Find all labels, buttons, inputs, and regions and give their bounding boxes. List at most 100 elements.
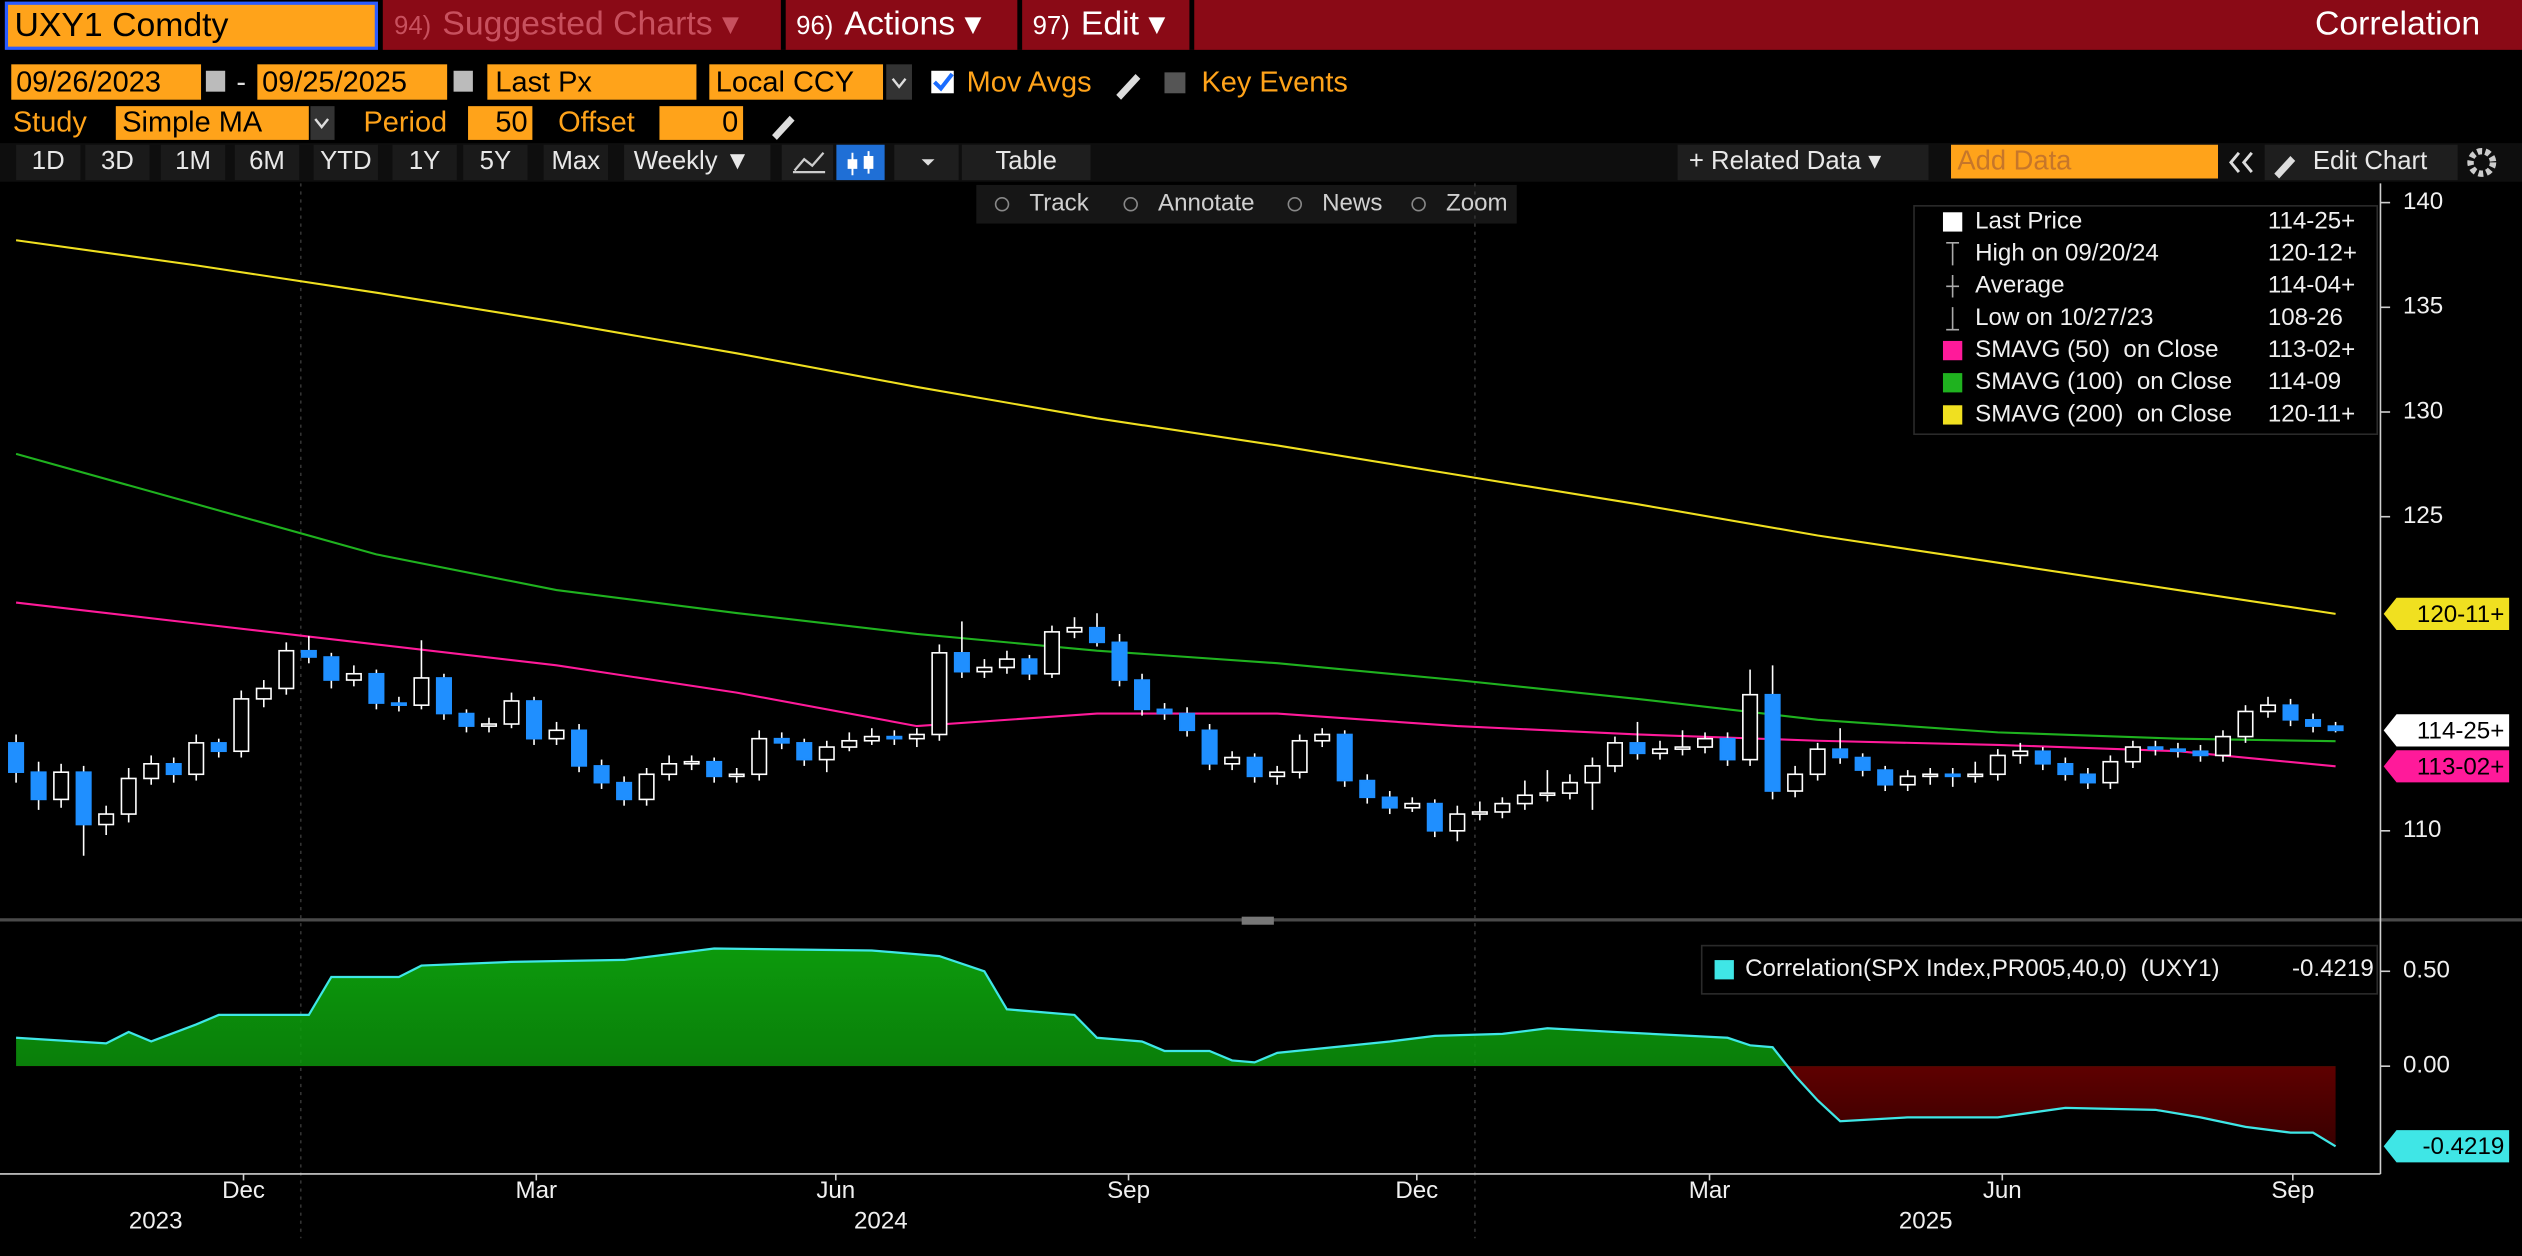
menu-number[interactable]: 97) xyxy=(1033,12,1070,40)
menu-item[interactable]: Suggested Charts ▾ xyxy=(442,5,739,43)
range-label[interactable]: 5Y xyxy=(480,147,511,175)
range-button[interactable] xyxy=(543,144,608,181)
value-tag xyxy=(2383,1130,2510,1163)
checkbox[interactable] xyxy=(1164,72,1186,94)
end-date-box[interactable] xyxy=(257,64,448,100)
value-tag xyxy=(2383,750,2510,783)
frequency-button[interactable] xyxy=(624,144,771,181)
candle-body xyxy=(976,666,993,673)
range-button[interactable] xyxy=(463,144,528,181)
range-label[interactable]: 6M xyxy=(249,147,285,175)
dropdown-button[interactable] xyxy=(886,64,912,100)
chart-tool[interactable]: News xyxy=(1322,190,1382,217)
collapse-icon[interactable] xyxy=(2228,151,2253,174)
menu-number[interactable]: 94) xyxy=(394,12,431,40)
pencil-icon[interactable] xyxy=(1116,73,1141,100)
candle-body xyxy=(661,763,678,776)
study-box[interactable] xyxy=(115,106,309,140)
y-tick-label: 135 xyxy=(2403,293,2443,320)
range-button[interactable] xyxy=(160,144,226,181)
candle-body xyxy=(503,700,520,725)
candle-body xyxy=(1426,802,1443,832)
candle-body xyxy=(2102,760,2119,784)
candle-body xyxy=(1088,626,1106,644)
value-tag-label: -0.4219 xyxy=(2423,1133,2505,1160)
candle-body xyxy=(390,702,407,706)
range-label[interactable]: YTD xyxy=(320,147,371,175)
key-events[interactable]: Key Events xyxy=(1201,66,1347,98)
candle-body xyxy=(300,649,317,658)
panel-resize-handle[interactable] xyxy=(1241,916,1274,925)
candle-icon xyxy=(847,159,858,169)
menu-item[interactable]: Edit ▾ xyxy=(1081,5,1166,43)
start-date[interactable]: 09/26/2023 xyxy=(16,66,161,98)
related-data[interactable]: + Related Data ▾ xyxy=(1689,147,1881,175)
offset-box[interactable] xyxy=(659,106,744,140)
range-label[interactable]: 1Y xyxy=(409,147,440,175)
range-button[interactable] xyxy=(313,144,378,181)
candle-body xyxy=(2034,750,2051,765)
year-label: 2025 xyxy=(1899,1208,1953,1235)
range-label[interactable]: 3D xyxy=(101,147,134,175)
candle-body xyxy=(480,723,498,727)
settings-icon[interactable] xyxy=(2467,147,2497,177)
period-box[interactable] xyxy=(468,106,533,140)
legend-value: 114-04+ xyxy=(2268,272,2355,299)
range-button[interactable] xyxy=(234,144,300,181)
edit-chart[interactable]: Edit Chart xyxy=(2313,147,2427,175)
mov-avgs[interactable]: Mov Avgs xyxy=(967,66,1092,98)
range-label[interactable]: Max xyxy=(552,147,601,175)
x-tick-label: Jun xyxy=(816,1177,855,1204)
table[interactable]: Table xyxy=(995,147,1056,175)
chart-tool[interactable]: Track xyxy=(1029,190,1089,217)
chart-tools-bar xyxy=(976,184,1517,224)
range-button[interactable] xyxy=(16,144,81,181)
end-date[interactable]: 09/25/2025 xyxy=(262,66,407,98)
chart-tool[interactable]: Annotate xyxy=(1158,190,1255,217)
dropdown-button[interactable] xyxy=(310,106,335,140)
currency-box[interactable] xyxy=(709,64,884,100)
edit-chart-button[interactable] xyxy=(2264,144,2458,181)
candle-body xyxy=(1179,712,1196,732)
candle-body xyxy=(593,765,610,784)
chart-tool[interactable]: Zoom xyxy=(1446,190,1508,217)
field-box[interactable] xyxy=(487,64,697,100)
legend-value: 114-09 xyxy=(2268,368,2341,395)
ticker-input[interactable] xyxy=(4,1,378,50)
year-label: 2023 xyxy=(129,1208,183,1235)
currency[interactable]: Local CCY xyxy=(716,66,854,98)
start-date-box[interactable] xyxy=(11,64,202,100)
tool-icon xyxy=(1411,197,1426,212)
legend-value: 108-26 xyxy=(2268,304,2343,331)
candle-body xyxy=(2079,773,2096,784)
add-data-input[interactable] xyxy=(1951,144,2219,179)
field[interactable]: Last Px xyxy=(495,66,592,98)
pencil-icon[interactable] xyxy=(772,115,795,140)
menu-number[interactable]: 96) xyxy=(796,12,833,40)
legend-label: Correlation(SPX Index,PR005,40,0) (UXY1) xyxy=(1745,955,2219,982)
candle-body xyxy=(1291,739,1308,773)
related-button[interactable] xyxy=(1677,144,1929,181)
add-data[interactable]: Add Data xyxy=(1957,145,2072,176)
table-button[interactable] xyxy=(961,144,1091,181)
study[interactable]: Simple MA xyxy=(122,106,263,138)
range-button[interactable] xyxy=(85,144,150,181)
line-chart-icon xyxy=(792,152,826,174)
period[interactable]: 50 xyxy=(495,106,527,138)
ticker[interactable]: UXY1 Comdty xyxy=(14,6,228,44)
candle-chart-button[interactable] xyxy=(836,144,885,181)
legend-marker xyxy=(1946,242,1960,266)
range-button[interactable] xyxy=(392,144,457,181)
candle-body xyxy=(2057,763,2074,776)
range-label[interactable]: 1D xyxy=(32,147,65,175)
calendar-icon[interactable] xyxy=(205,70,226,92)
offset[interactable]: 0 xyxy=(722,106,738,138)
range-label[interactable]: 1M xyxy=(175,147,211,175)
menu-item[interactable]: Actions ▾ xyxy=(844,5,981,43)
calendar-icon[interactable] xyxy=(453,70,473,92)
candle-body xyxy=(908,733,925,740)
frequency[interactable]: Weekly ▼ xyxy=(634,147,750,175)
y-tick-label: 0.00 xyxy=(2403,1052,2450,1079)
candle-body xyxy=(931,652,948,736)
candle-body xyxy=(886,735,903,740)
